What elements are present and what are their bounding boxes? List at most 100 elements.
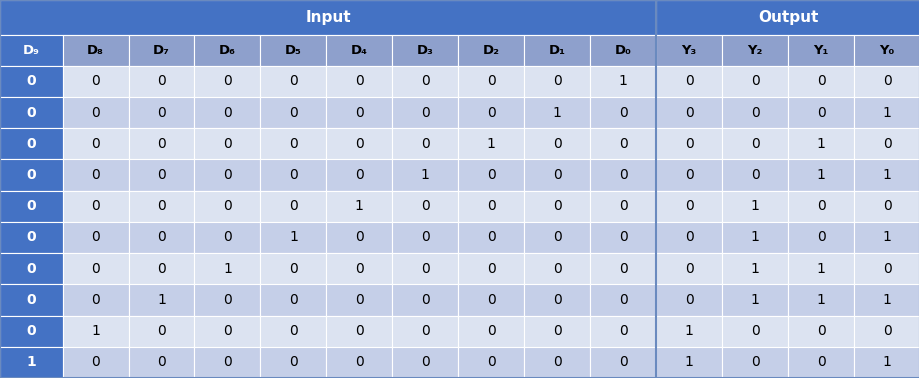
Bar <box>391 66 458 97</box>
Bar <box>853 128 919 160</box>
Text: 0: 0 <box>355 355 363 369</box>
Text: D₄: D₄ <box>350 44 368 57</box>
Bar <box>524 128 590 160</box>
Bar <box>326 284 391 316</box>
Bar <box>590 316 655 347</box>
Text: 0: 0 <box>421 199 429 213</box>
Text: 0: 0 <box>157 324 165 338</box>
Text: 0: 0 <box>289 137 298 151</box>
Bar <box>194 191 260 222</box>
Text: 0: 0 <box>618 168 627 182</box>
Bar <box>524 35 590 66</box>
Text: 0: 0 <box>27 231 36 245</box>
Bar <box>0 316 62 347</box>
Bar <box>194 128 260 160</box>
Bar <box>0 128 62 160</box>
Text: 0: 0 <box>816 199 824 213</box>
Bar <box>590 97 655 128</box>
Bar <box>62 97 129 128</box>
Text: 1: 1 <box>750 231 759 245</box>
Bar <box>524 160 590 191</box>
Bar <box>524 222 590 253</box>
Bar <box>260 253 326 284</box>
Text: 0: 0 <box>618 262 627 276</box>
Bar <box>0 284 62 316</box>
Text: 0: 0 <box>486 262 495 276</box>
Bar <box>194 66 260 97</box>
Bar <box>853 253 919 284</box>
Bar <box>62 191 129 222</box>
Bar <box>788 191 853 222</box>
Bar <box>721 128 788 160</box>
Bar <box>590 66 655 97</box>
Text: 0: 0 <box>91 231 100 245</box>
Text: 0: 0 <box>355 74 363 88</box>
Text: 1: 1 <box>881 231 891 245</box>
Text: 0: 0 <box>91 74 100 88</box>
Bar <box>590 222 655 253</box>
Bar <box>590 347 655 378</box>
Bar <box>788 160 853 191</box>
Text: Y₃: Y₃ <box>681 44 696 57</box>
Text: 0: 0 <box>157 355 165 369</box>
Text: 0: 0 <box>157 168 165 182</box>
Text: 0: 0 <box>222 105 232 119</box>
Bar <box>391 222 458 253</box>
Bar <box>326 222 391 253</box>
Bar <box>62 35 129 66</box>
Text: 0: 0 <box>552 293 561 307</box>
Bar <box>194 284 260 316</box>
Text: 0: 0 <box>289 199 298 213</box>
Bar <box>260 191 326 222</box>
Bar <box>391 316 458 347</box>
Bar <box>260 97 326 128</box>
Bar <box>524 66 590 97</box>
Bar <box>0 35 62 66</box>
Bar <box>194 160 260 191</box>
Text: 1: 1 <box>816 293 824 307</box>
Bar <box>721 191 788 222</box>
Bar <box>788 66 853 97</box>
Bar <box>524 253 590 284</box>
Bar <box>129 284 194 316</box>
Text: 0: 0 <box>552 137 561 151</box>
Text: 0: 0 <box>552 199 561 213</box>
Text: 0: 0 <box>157 231 165 245</box>
Bar <box>194 97 260 128</box>
Bar <box>655 284 721 316</box>
Text: 0: 0 <box>222 355 232 369</box>
Text: 0: 0 <box>881 74 891 88</box>
Text: 1: 1 <box>486 137 495 151</box>
Text: 0: 0 <box>552 262 561 276</box>
Bar <box>524 191 590 222</box>
Bar <box>458 316 524 347</box>
Text: D₅: D₅ <box>285 44 301 57</box>
Bar <box>260 160 326 191</box>
Bar <box>0 97 62 128</box>
Text: 0: 0 <box>816 324 824 338</box>
Text: 0: 0 <box>222 324 232 338</box>
Text: 0: 0 <box>157 105 165 119</box>
Bar <box>260 128 326 160</box>
Text: 1: 1 <box>750 199 759 213</box>
Text: 0: 0 <box>750 137 759 151</box>
Bar <box>721 66 788 97</box>
Bar <box>655 316 721 347</box>
Bar <box>62 284 129 316</box>
Text: 0: 0 <box>684 105 693 119</box>
Text: 0: 0 <box>289 293 298 307</box>
Text: 1: 1 <box>27 355 36 369</box>
Bar <box>129 253 194 284</box>
Text: 0: 0 <box>421 74 429 88</box>
Text: 0: 0 <box>486 168 495 182</box>
Text: 0: 0 <box>618 231 627 245</box>
Bar <box>458 347 524 378</box>
Text: 0: 0 <box>421 105 429 119</box>
Bar <box>788 347 853 378</box>
Text: 1: 1 <box>750 262 759 276</box>
Bar <box>788 222 853 253</box>
Text: 0: 0 <box>486 293 495 307</box>
Text: 0: 0 <box>355 293 363 307</box>
Text: D₂: D₂ <box>482 44 499 57</box>
Bar <box>326 347 391 378</box>
